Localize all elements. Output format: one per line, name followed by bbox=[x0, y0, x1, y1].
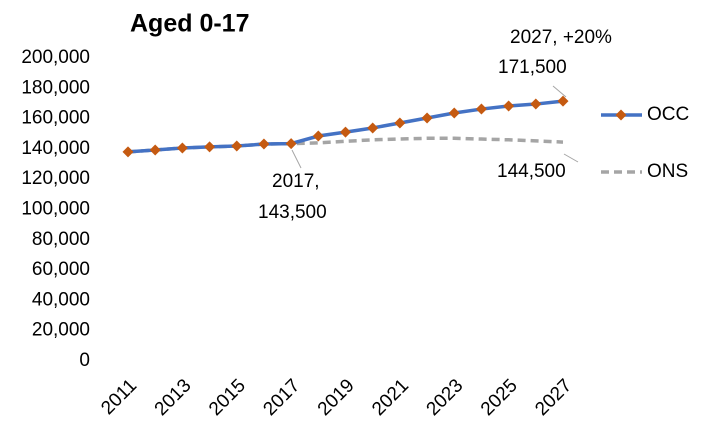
y-tick-label: 180,000 bbox=[21, 77, 90, 98]
annotation: 144,500 bbox=[497, 161, 566, 182]
marker bbox=[367, 122, 379, 134]
series-line bbox=[127, 136, 564, 154]
x-tick-label: 2015 bbox=[205, 375, 250, 420]
marker bbox=[475, 103, 487, 115]
legend-label: OCC bbox=[647, 104, 689, 125]
y-tick-label: 20,000 bbox=[32, 320, 90, 341]
annotation: 2017, bbox=[272, 171, 320, 192]
x-tick-label: 2011 bbox=[97, 375, 141, 419]
y-tick-label: 140,000 bbox=[21, 138, 90, 159]
legend-label: ONS bbox=[647, 161, 688, 182]
y-tick-label: 160,000 bbox=[21, 108, 90, 129]
x-tick-label: 2027 bbox=[531, 375, 576, 420]
annotation: 2027, +20% bbox=[510, 27, 612, 48]
legend-marker bbox=[615, 109, 627, 121]
marker bbox=[312, 130, 324, 142]
marker bbox=[421, 112, 433, 124]
annotation: 143,500 bbox=[258, 202, 327, 223]
x-tick-label: 2023 bbox=[423, 375, 468, 420]
marker bbox=[394, 117, 406, 129]
marker bbox=[149, 144, 161, 156]
marker bbox=[258, 138, 270, 150]
marker bbox=[530, 98, 542, 110]
x-tick-label: 2019 bbox=[314, 375, 359, 420]
annotation-leader bbox=[552, 85, 567, 98]
x-tick-label: 2017 bbox=[259, 375, 304, 420]
marker bbox=[503, 100, 515, 112]
annotation-leader bbox=[563, 153, 579, 163]
marker bbox=[340, 126, 351, 138]
x-tick-label: 2021 bbox=[368, 375, 413, 420]
annotation-leader bbox=[291, 149, 302, 169]
y-tick-label: 80,000 bbox=[32, 229, 90, 250]
chart-title: Aged 0-17 bbox=[130, 10, 249, 38]
y-tick-label: 200,000 bbox=[21, 47, 90, 68]
marker bbox=[285, 138, 297, 150]
y-tick-label: 40,000 bbox=[32, 289, 90, 310]
y-tick-label: 100,000 bbox=[21, 199, 90, 220]
marker bbox=[448, 107, 460, 119]
marker bbox=[231, 140, 243, 152]
annotation: 171,500 bbox=[498, 57, 567, 78]
y-tick-label: 0 bbox=[79, 350, 90, 371]
x-tick-label: 2013 bbox=[151, 375, 196, 420]
marker bbox=[176, 142, 188, 154]
y-tick-label: 120,000 bbox=[21, 168, 90, 189]
x-tick-label: 2025 bbox=[477, 375, 522, 420]
y-tick-label: 60,000 bbox=[32, 259, 90, 280]
marker bbox=[557, 95, 569, 107]
marker bbox=[122, 146, 134, 158]
marker bbox=[204, 141, 216, 153]
series-line bbox=[127, 99, 564, 154]
